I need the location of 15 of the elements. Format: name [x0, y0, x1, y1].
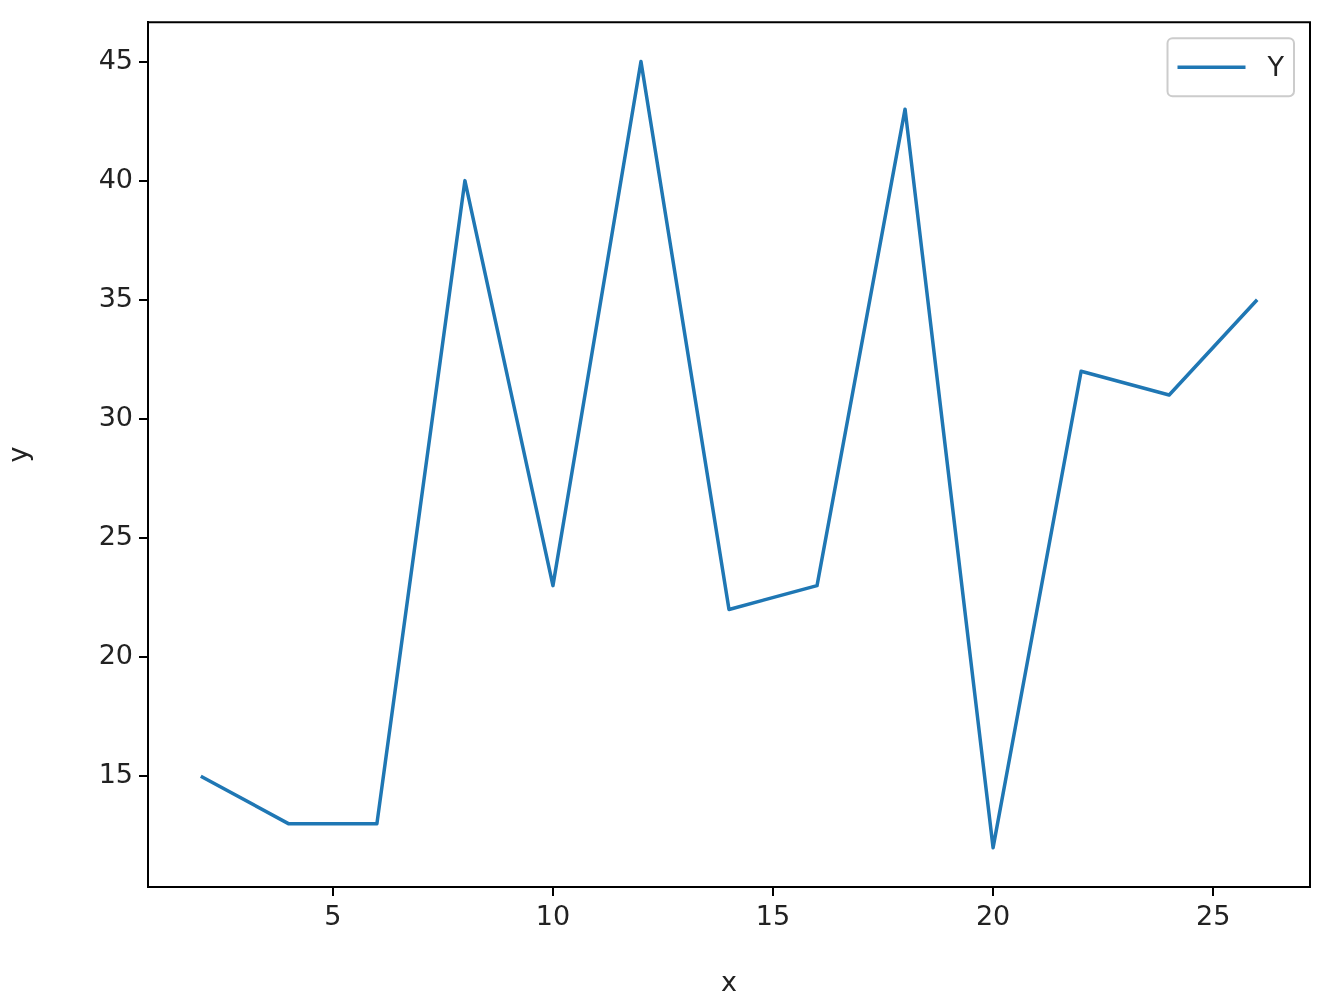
y-tick-label: 45	[98, 43, 133, 75]
x-tick-label: 10	[535, 900, 571, 932]
x-tick-label: 25	[1195, 900, 1231, 932]
y-tick-label: 40	[98, 162, 133, 194]
y-tick-label: 35	[98, 281, 133, 313]
x-axis-title: x	[721, 965, 738, 997]
x-tick-label: 20	[975, 900, 1011, 932]
x-tick-label: 15	[755, 900, 791, 932]
y-axis-title: y	[2, 446, 34, 463]
y-tick-label: 25	[98, 520, 133, 551]
x-tick-label: 5	[324, 900, 342, 932]
y-tick-label: 30	[98, 400, 133, 432]
legend-label: Y	[1266, 51, 1285, 83]
y-tick-label: 20	[98, 639, 133, 671]
y-tick-label: 15	[98, 758, 133, 790]
